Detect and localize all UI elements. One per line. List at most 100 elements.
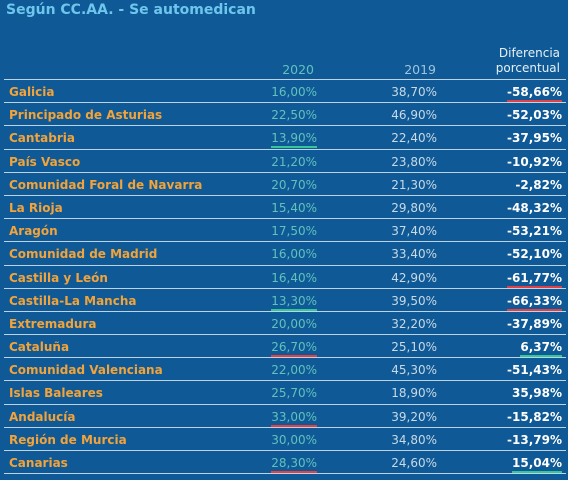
- value-difference: 15,04%: [512, 456, 562, 473]
- value-2020-text: 15,40%: [271, 200, 317, 215]
- value-2019: 22,40%: [391, 131, 437, 146]
- value-difference: -52,10%: [507, 247, 562, 261]
- value-2020-text: 22,50%: [271, 108, 317, 123]
- region-name: Comunidad de Madrid: [9, 247, 158, 262]
- value-difference: -61,77%: [507, 270, 562, 288]
- value-difference-text: -53,21%: [507, 224, 562, 239]
- value-2020: 22,50%: [270, 108, 317, 122]
- value-2020-text: 20,70%: [271, 177, 317, 192]
- table-row: Región de Murcia 30,00% 34,80% -13,79%: [4, 428, 566, 451]
- value-difference-text: -52,03%: [507, 108, 562, 123]
- region-name: Extremadura: [9, 316, 97, 331]
- value-difference: -51,43%: [507, 363, 562, 377]
- column-header-difference-line1: Diferencia: [498, 46, 560, 60]
- value-2019: 46,90%: [391, 108, 437, 123]
- value-difference-text: -48,32%: [507, 200, 562, 215]
- data-table: Galicia 16,00% 38,70% -58,66% Principado de …: [4, 79, 566, 475]
- value-2020-text: 26,70%: [271, 340, 317, 358]
- table-row: Aragón 17,50% 37,40% -53,21%: [4, 219, 566, 243]
- region-name: Cantabria: [9, 131, 75, 146]
- region-name: La Rioja: [9, 200, 63, 215]
- value-2019: 39,20%: [391, 409, 437, 424]
- value-2019: 42,90%: [391, 270, 437, 285]
- value-difference-text: -37,95%: [507, 131, 562, 146]
- value-difference: -2,82%: [515, 178, 562, 192]
- region-name: Andalucía: [9, 409, 76, 424]
- value-difference: -53,21%: [507, 224, 562, 238]
- value-2020-text: 16,40%: [271, 270, 317, 285]
- value-difference-text: -13,79%: [507, 432, 562, 447]
- value-difference: -58,66%: [507, 85, 562, 102]
- value-2020: 16,00%: [270, 247, 317, 261]
- value-difference: -52,03%: [507, 108, 562, 122]
- region-name: Islas Baleares: [9, 386, 103, 401]
- value-2019: 24,60%: [391, 456, 437, 470]
- value-2019: 45,30%: [391, 363, 437, 378]
- value-2020: 17,50%: [270, 224, 317, 238]
- value-difference: -66,33%: [507, 293, 562, 311]
- table-row: La Rioja 15,40% 29,80% -48,32%: [4, 196, 566, 220]
- region-name: Región de Murcia: [9, 432, 127, 447]
- value-2020: 15,40%: [270, 201, 317, 215]
- value-2020-text: 13,30%: [271, 293, 317, 311]
- value-difference-text: -10,92%: [507, 154, 562, 169]
- table-row: Cantabria 13,90% 22,40% -37,95%: [4, 126, 566, 150]
- value-difference: -48,32%: [507, 201, 562, 215]
- region-name: Galicia: [9, 85, 55, 99]
- value-2020: 25,70%: [270, 386, 317, 400]
- value-2019: 29,80%: [391, 200, 437, 215]
- value-2019: 21,30%: [391, 177, 437, 192]
- table-row: Comunidad Valenciana 22,00% 45,30% -51,43%: [4, 358, 566, 382]
- value-2020: 33,00%: [270, 409, 317, 427]
- value-2020-text: 16,00%: [271, 247, 317, 262]
- value-2020: 13,30%: [270, 293, 317, 311]
- table-row: Castilla y León 16,40% 42,90% -61,77%: [4, 266, 566, 289]
- value-2019: 32,20%: [391, 316, 437, 331]
- region-name: Castilla y León: [9, 270, 108, 285]
- value-difference-text: -51,43%: [507, 363, 562, 378]
- table-row: Extremadura 20,00% 32,20% -37,89%: [4, 312, 566, 336]
- value-2019: 23,80%: [391, 154, 437, 169]
- value-2019: 37,40%: [391, 224, 437, 239]
- column-header-2020: 2020: [282, 62, 314, 77]
- region-name: Principado de Asturias: [9, 108, 163, 123]
- table-row: Galicia 16,00% 38,70% -58,66%: [4, 80, 566, 104]
- value-2020-text: 13,90%: [271, 131, 317, 149]
- region-name: Aragón: [9, 224, 58, 239]
- value-2020: 16,40%: [270, 271, 317, 285]
- region-name: Canarias: [9, 456, 68, 470]
- value-2020: 20,70%: [270, 178, 317, 192]
- value-2020-text: 33,00%: [271, 409, 317, 427]
- value-difference: 6,37%: [520, 340, 562, 358]
- value-difference-text: -15,82%: [507, 409, 562, 424]
- table-row: Comunidad Foral de Navarra 20,70% 21,30% -2…: [4, 173, 566, 196]
- value-2020-text: 28,30%: [271, 456, 317, 473]
- value-difference: -15,82%: [507, 410, 562, 424]
- region-name: Comunidad Foral de Navarra: [9, 177, 203, 192]
- value-difference-text: -58,66%: [507, 85, 562, 102]
- value-2019: 33,40%: [391, 247, 437, 262]
- value-2020-text: 25,70%: [271, 386, 317, 401]
- table-row: Andalucía 33,00% 39,20% -15,82%: [4, 405, 566, 428]
- table-row: Islas Baleares 25,70% 18,90% 35,98%: [4, 381, 566, 405]
- table-row: Castilla-La Mancha 13,30% 39,50% -66,33%: [4, 289, 566, 312]
- value-difference: -37,95%: [507, 131, 562, 145]
- value-difference-text: 6,37%: [520, 340, 562, 358]
- value-difference-text: -66,33%: [507, 293, 562, 311]
- value-2020: 22,00%: [270, 363, 317, 377]
- value-2019: 38,70%: [391, 85, 437, 99]
- value-2020: 30,00%: [270, 433, 317, 447]
- value-2020: 16,00%: [270, 85, 317, 99]
- region-name: Cataluña: [9, 340, 70, 355]
- table-row: Cataluña 26,70% 25,10% 6,37%: [4, 335, 566, 359]
- value-difference: -13,79%: [507, 433, 562, 447]
- value-2019: 34,80%: [391, 432, 437, 447]
- value-2020: 26,70%: [270, 340, 317, 358]
- value-2020: 21,20%: [270, 155, 317, 169]
- column-header-difference-line2: porcentual: [495, 61, 560, 75]
- page-title: Según CC.AA. - Se automedican: [6, 2, 256, 18]
- value-2020-text: 22,00%: [271, 363, 317, 378]
- value-difference-text: -37,89%: [507, 316, 562, 331]
- value-difference-text: 15,04%: [512, 456, 562, 473]
- value-2020-text: 21,20%: [271, 154, 317, 169]
